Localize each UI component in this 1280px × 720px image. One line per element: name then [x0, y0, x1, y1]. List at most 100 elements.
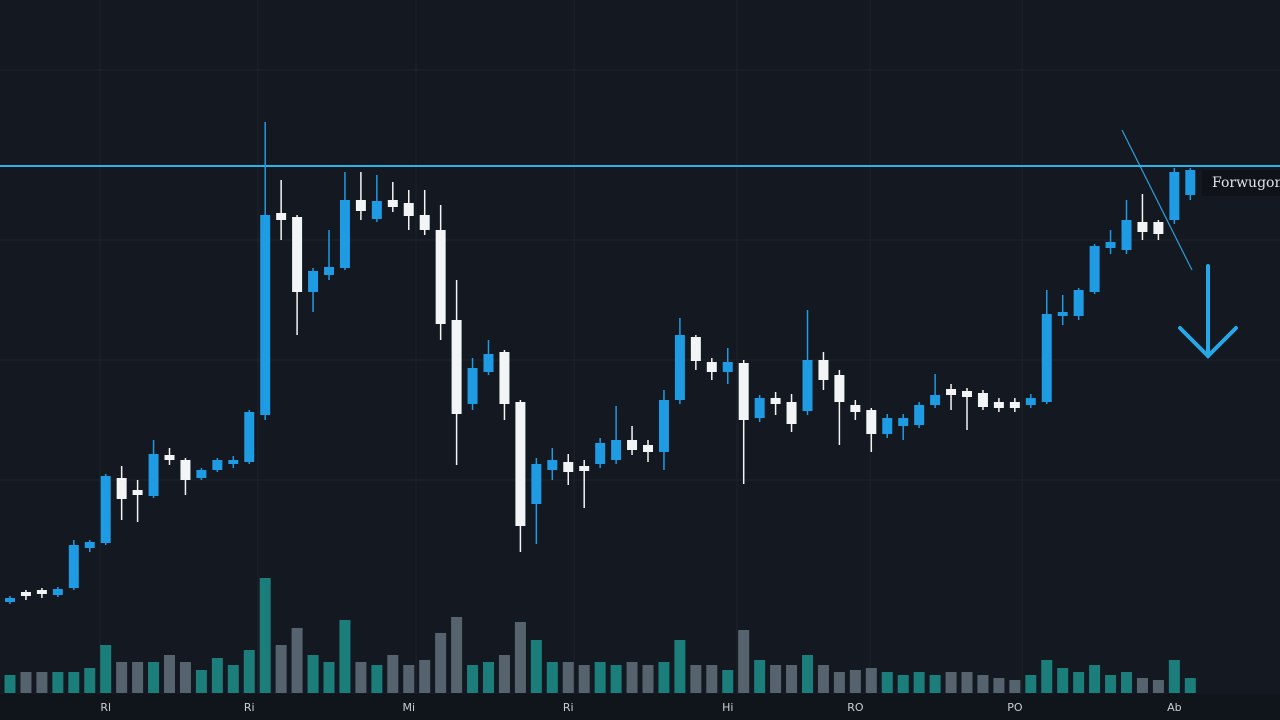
volume-bar: [1025, 675, 1037, 693]
volume-bar: [802, 655, 813, 693]
background-grid: [0, 0, 1280, 700]
candle-body: [180, 460, 191, 480]
candle-body: [818, 360, 829, 380]
volume-bar: [227, 665, 239, 693]
volume-bar: [578, 665, 590, 693]
volume-bar: [275, 645, 287, 693]
candle-body: [866, 410, 877, 434]
volume-bar: [243, 650, 255, 693]
volume-bar: [961, 672, 973, 693]
candle-body: [451, 320, 462, 414]
volume-bar: [164, 655, 175, 693]
candle-body: [930, 395, 941, 405]
volume-bar: [881, 672, 893, 693]
volume-bar: [195, 670, 207, 693]
volume-bar: [1152, 680, 1164, 693]
candle-body: [627, 440, 638, 450]
volume-bar: [674, 640, 686, 693]
resistance-label-box: [1202, 170, 1280, 196]
volume-bar: [690, 665, 702, 693]
candle-body: [132, 490, 143, 495]
volume-bar: [897, 675, 909, 693]
volume-bar: [355, 662, 367, 693]
volume-bar: [610, 665, 622, 693]
volume-bar: [770, 665, 782, 693]
x-tick-label: Mi: [402, 701, 415, 714]
volume-bar: [1009, 680, 1021, 693]
candle-body: [5, 598, 15, 602]
candle-body: [84, 542, 95, 548]
volume-bar: [594, 662, 606, 693]
candle-body: [595, 443, 606, 464]
volume-bar: [1121, 672, 1132, 693]
candle-body: [531, 464, 542, 504]
candle-body: [196, 470, 207, 478]
candle-body: [1089, 246, 1100, 292]
candle-body: [148, 454, 159, 496]
candle-body: [993, 402, 1004, 408]
candle-body: [36, 590, 47, 594]
candle-body: [1057, 312, 1068, 316]
candle-body: [1121, 220, 1132, 250]
x-tick-label: PO: [1007, 701, 1023, 714]
candle-body: [260, 215, 271, 415]
candle-body: [914, 405, 925, 425]
candle-body: [962, 391, 972, 397]
volume-bar: [68, 672, 80, 693]
volume-bar: [148, 662, 160, 693]
candle-body: [547, 460, 558, 470]
candle-body: [674, 335, 685, 400]
candle-body: [276, 213, 287, 220]
volume-bar: [562, 662, 574, 693]
volume-bar: [403, 665, 415, 693]
candle-body: [786, 402, 797, 424]
volume-bar: [738, 630, 750, 693]
volume-bar: [20, 672, 32, 693]
candle-body: [1073, 290, 1084, 316]
candle-body: [435, 230, 446, 324]
candle-body: [116, 478, 127, 499]
candle-body: [850, 405, 861, 412]
volume-bar: [1041, 660, 1053, 693]
x-tick-label: Ab: [1167, 701, 1182, 714]
candle-body: [483, 354, 494, 372]
volume-bar: [945, 672, 957, 693]
candle-body: [100, 476, 111, 543]
volume-bar: [993, 678, 1005, 693]
candle-body: [292, 217, 303, 292]
candle-body: [419, 215, 430, 230]
volume-bar: [706, 665, 718, 693]
volume-bar: [84, 668, 96, 693]
candle-body: [52, 589, 63, 595]
candle-body: [643, 445, 653, 452]
volume-bar: [722, 670, 734, 693]
volume-bar: [1057, 668, 1069, 693]
volume-bar: [786, 665, 798, 693]
candle-body: [467, 368, 478, 404]
volume-bar: [179, 662, 191, 693]
candle-body: [706, 362, 717, 372]
x-tick-label: RO: [847, 701, 864, 714]
candle-body: [1009, 402, 1020, 408]
candle-body: [1105, 242, 1116, 248]
volume-bar: [451, 617, 463, 693]
candle-body: [212, 460, 223, 470]
volume-bar: [626, 662, 638, 693]
candle-body: [68, 545, 79, 588]
volume-bar: [371, 665, 383, 693]
volume-bar: [387, 655, 399, 693]
volume-bar: [419, 660, 431, 693]
volume-bar: [323, 662, 335, 693]
candle-body: [1185, 170, 1196, 195]
candle-body: [387, 200, 398, 207]
volume-bar: [52, 672, 64, 693]
volume-bar: [865, 668, 877, 693]
volume-bar: [1073, 672, 1085, 693]
candle-body: [515, 402, 526, 526]
x-tick-label: Ri: [563, 701, 574, 714]
candle-body: [882, 418, 893, 434]
resistance-label: Forwugon: [1212, 175, 1280, 191]
candle-body: [355, 200, 366, 211]
candle-body: [690, 337, 701, 361]
